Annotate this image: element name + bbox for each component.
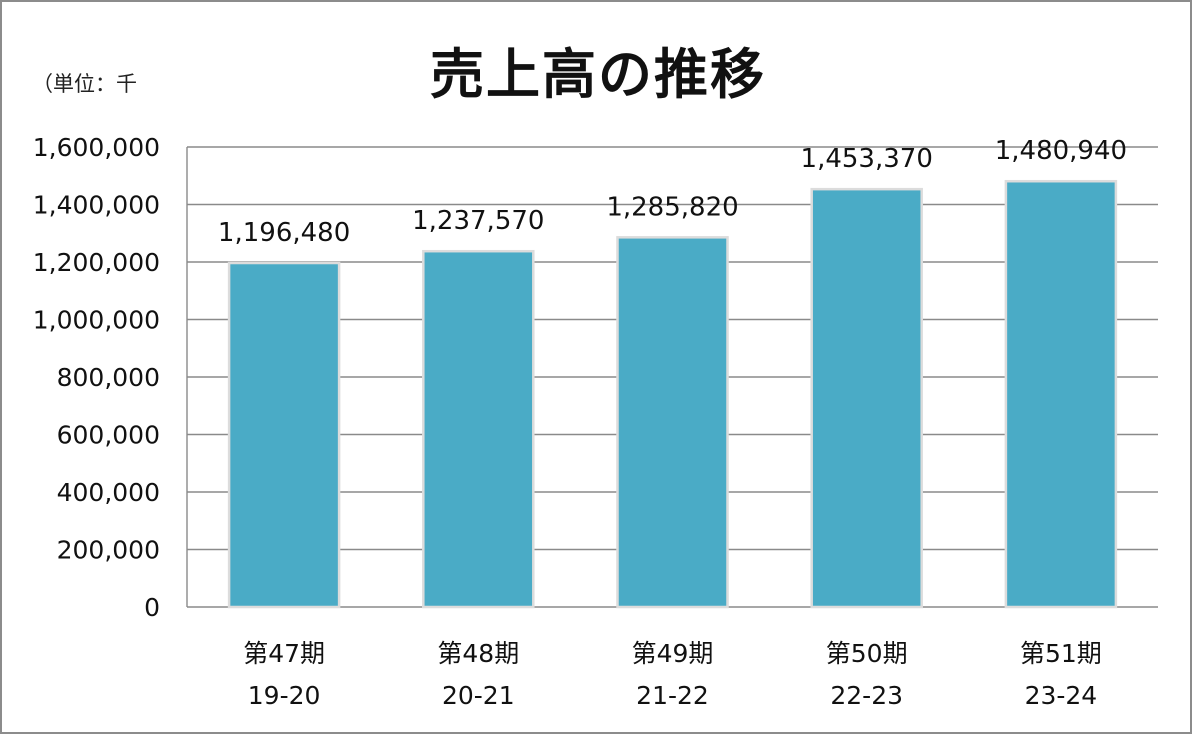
- bar: [1004, 179, 1118, 609]
- bar: [422, 249, 535, 609]
- bar: [616, 236, 729, 609]
- x-tick-label-years: 20-21: [442, 681, 515, 710]
- data-label: 1,196,480: [218, 218, 350, 248]
- y-tick-label: 200,000: [57, 536, 160, 565]
- y-tick-label: 1,400,000: [33, 191, 160, 220]
- data-label: 1,480,940: [995, 136, 1127, 166]
- chart-title: 売上高の推移: [430, 43, 766, 106]
- y-tick-label: 0: [144, 593, 160, 622]
- x-tick-label-years: 21-22: [636, 681, 709, 710]
- bar: [810, 187, 923, 609]
- y-tick-label: 1,000,000: [33, 306, 160, 335]
- y-tick-label: 600,000: [57, 421, 160, 450]
- data-label: 1,237,570: [412, 206, 544, 236]
- unit-label: （単位：千: [32, 72, 137, 96]
- x-tick-label-period: 第51期: [1020, 639, 1102, 668]
- data-label: 1,285,820: [606, 192, 738, 222]
- x-tick-label-period: 第49期: [632, 639, 714, 668]
- x-tick-label-period: 第47期: [243, 639, 325, 668]
- x-tick-label-years: 22-23: [830, 681, 903, 710]
- bar: [227, 261, 341, 609]
- x-tick-label-period: 第48期: [437, 639, 519, 668]
- y-tick-label: 400,000: [57, 478, 160, 507]
- y-tick-label: 1,200,000: [33, 248, 160, 277]
- x-tick-label-years: 19-20: [248, 681, 321, 710]
- y-tick-label: 1,600,000: [33, 133, 160, 162]
- x-tick-label-period: 第50期: [826, 639, 908, 668]
- data-label: 1,453,370: [801, 144, 933, 174]
- y-tick-label: 800,000: [57, 363, 160, 392]
- x-tick-label-years: 23-24: [1025, 681, 1098, 710]
